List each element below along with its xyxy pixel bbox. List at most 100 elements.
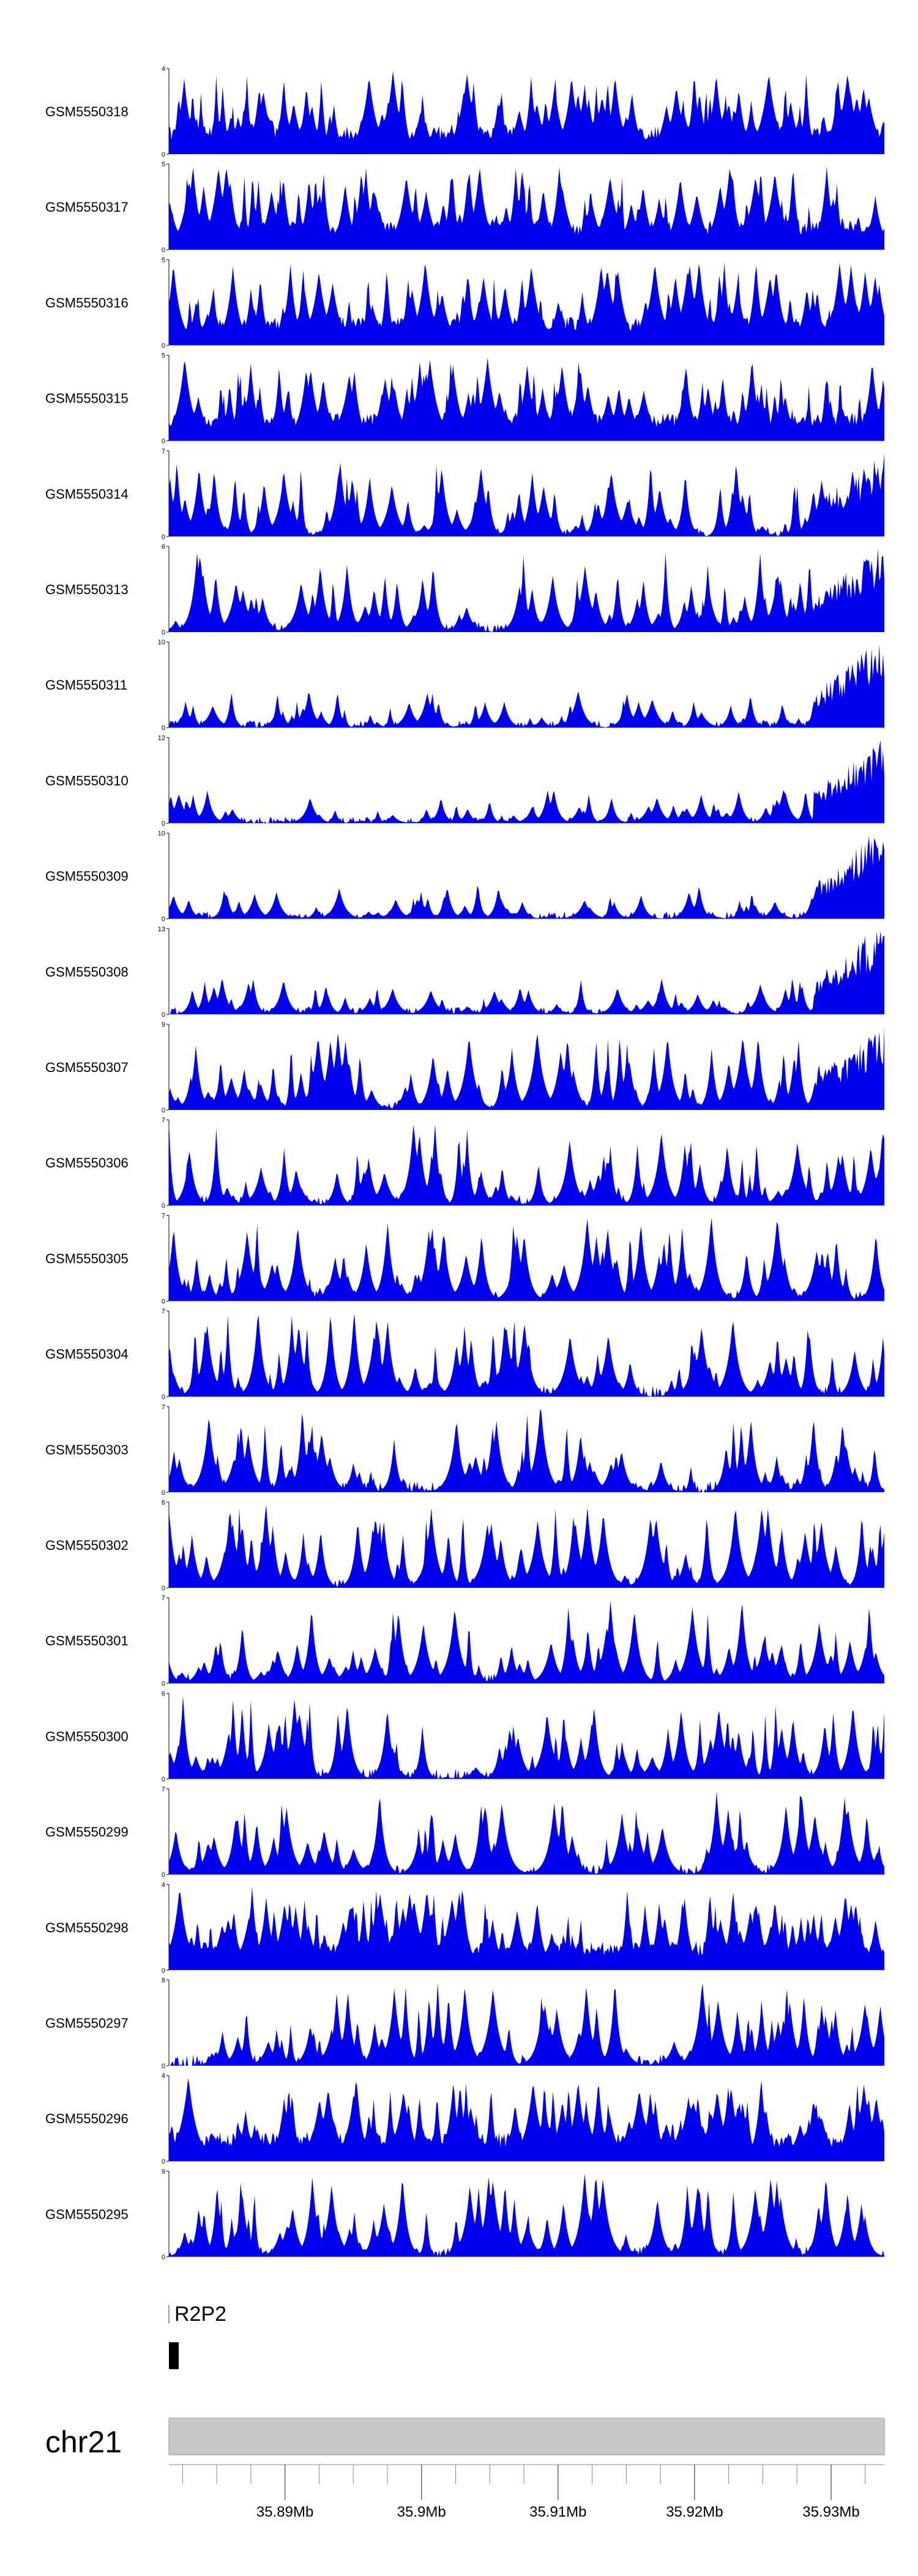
signal-area-GSM5550295 <box>169 2173 884 2257</box>
track-ymax-label: 7 <box>162 1404 165 1411</box>
track-ymax-label: 8 <box>162 1977 165 1984</box>
track-label-GSM5550313: GSM5550313 <box>45 582 129 597</box>
track-ymax-label: 10 <box>158 830 165 838</box>
track-ymin-label: 0 <box>162 2063 165 2070</box>
track-ymin-label: 0 <box>162 629 165 636</box>
track-label-GSM5550316: GSM5550316 <box>45 295 129 310</box>
track-ymin-label: 0 <box>162 1585 165 1592</box>
track-ymin-label: 0 <box>162 151 165 158</box>
track-label-GSM5550306: GSM5550306 <box>45 1155 129 1171</box>
signal-area-GSM5550299 <box>169 1791 884 1875</box>
chromosome-bar <box>168 2418 885 2455</box>
track-ymin-label: 0 <box>162 1680 165 1688</box>
track-ymin-label: 0 <box>162 916 165 923</box>
genome-tick-label: 35.92Mb <box>666 2504 723 2520</box>
track-ymax-label: 4 <box>162 2072 165 2080</box>
signal-area-GSM5550317 <box>169 166 884 250</box>
track-ymin-label: 0 <box>162 534 165 541</box>
track-ymin-label: 0 <box>162 1394 165 1401</box>
track-ymin-label: 0 <box>162 247 165 254</box>
track-ymin-label: 0 <box>162 438 165 445</box>
track-label-GSM5550310: GSM5550310 <box>45 773 129 788</box>
track-ymax-label: 5 <box>162 161 165 168</box>
track-label-GSM5550298: GSM5550298 <box>45 1920 129 1935</box>
track-label-GSM5550305: GSM5550305 <box>45 1251 129 1266</box>
track-ymin-label: 0 <box>162 342 165 349</box>
track-ymax-label: 7 <box>162 1308 165 1316</box>
track-label-GSM5550301: GSM5550301 <box>45 1633 129 1648</box>
track-label-GSM5550311: GSM5550311 <box>45 677 127 693</box>
track-label-GSM5550295: GSM5550295 <box>45 2206 129 2222</box>
signal-area-GSM5550309 <box>169 835 884 919</box>
track-ymax-label: 6 <box>162 1499 165 1506</box>
track-ymax-label: 4 <box>162 65 165 73</box>
signal-area-GSM5550314 <box>169 453 884 537</box>
track-ymin-label: 0 <box>162 2158 165 2165</box>
track-label-GSM5550315: GSM5550315 <box>45 391 129 406</box>
track-ymax-label: 5 <box>162 256 165 264</box>
track-ymax-label: 7 <box>162 448 165 455</box>
signal-area-GSM5550304 <box>169 1313 884 1397</box>
track-label-GSM5550299: GSM5550299 <box>45 1825 129 1840</box>
track-label-GSM5550296: GSM5550296 <box>45 2111 129 2126</box>
track-label-GSM5550314: GSM5550314 <box>45 486 129 502</box>
track-ymax-label: 6 <box>162 543 165 551</box>
track-ymax-label: 7 <box>162 1117 165 1124</box>
genome-tick-label: 35.93Mb <box>802 2504 859 2520</box>
signal-area-GSM5550301 <box>169 1600 884 1684</box>
track-label-GSM5550317: GSM5550317 <box>45 199 129 215</box>
track-ymax-label: 12 <box>158 734 165 742</box>
signal-area-GSM5550315 <box>169 357 884 441</box>
signal-area-GSM5550300 <box>169 1696 884 1779</box>
signal-area-GSM5550306 <box>169 1122 884 1206</box>
track-label-GSM5550303: GSM5550303 <box>45 1442 129 1457</box>
track-ymax-label: 13 <box>158 926 165 933</box>
genome-tick-label: 35.91Mb <box>529 2504 586 2520</box>
track-ymin-label: 0 <box>162 1776 165 1783</box>
track-ymin-label: 0 <box>162 1489 165 1497</box>
track-label-GSM5550300: GSM5550300 <box>45 1729 129 1744</box>
track-ymax-label: 9 <box>162 1021 165 1029</box>
track-ymin-label: 0 <box>162 724 165 732</box>
track-ymax-label: 7 <box>162 1212 165 1219</box>
track-ymax-label: 10 <box>158 639 165 646</box>
track-ymax-label: 7 <box>162 1595 165 1602</box>
track-label-GSM5550307: GSM5550307 <box>45 1060 129 1075</box>
gene-feature <box>169 2342 179 2369</box>
signal-area-GSM5550303 <box>169 1409 884 1492</box>
signal-area-GSM5550311 <box>169 644 884 728</box>
track-label-GSM5550304: GSM5550304 <box>45 1347 129 1362</box>
signal-area-GSM5550310 <box>169 740 884 824</box>
track-ymin-label: 0 <box>162 2254 165 2261</box>
gene-label: R2P2 <box>174 2302 226 2326</box>
track-ymin-label: 0 <box>162 1107 165 1114</box>
track-label-GSM5550318: GSM5550318 <box>45 104 129 119</box>
track-ymax-label: 7 <box>162 1786 165 1793</box>
track-ymax-label: 4 <box>162 1882 165 1889</box>
track-label-GSM5550309: GSM5550309 <box>45 869 129 884</box>
track-ymin-label: 0 <box>162 820 165 827</box>
signal-area-GSM5550308 <box>169 931 884 1014</box>
signal-area-GSM5550305 <box>169 1218 884 1301</box>
track-ymax-label: 5 <box>162 352 165 360</box>
track-ymin-label: 0 <box>162 1298 165 1305</box>
genome-tick-label: 35.89Mb <box>256 2504 313 2520</box>
signal-area-GSM5550307 <box>169 1027 884 1110</box>
signal-area-GSM5550318 <box>169 71 884 154</box>
signal-area-GSM5550296 <box>169 2078 884 2162</box>
signal-area-GSM5550302 <box>169 1505 884 1588</box>
track-label-GSM5550302: GSM5550302 <box>45 1538 129 1553</box>
signal-area-GSM5550298 <box>169 1887 884 1970</box>
track-ymin-label: 0 <box>162 1011 165 1019</box>
genome-tick-label: 35.9Mb <box>397 2504 446 2520</box>
track-label-GSM5550297: GSM5550297 <box>45 2016 129 2031</box>
signal-area-GSM5550313 <box>169 549 884 632</box>
chromosome-label: chr21 <box>45 2425 122 2459</box>
track-ymin-label: 0 <box>162 1202 165 1210</box>
signal-area-GSM5550297 <box>169 1982 884 2066</box>
track-ymax-label: 9 <box>162 2168 165 2175</box>
track-label-GSM5550308: GSM5550308 <box>45 964 129 980</box>
track-ymin-label: 0 <box>162 1967 165 1975</box>
signal-area-GSM5550316 <box>169 262 884 346</box>
